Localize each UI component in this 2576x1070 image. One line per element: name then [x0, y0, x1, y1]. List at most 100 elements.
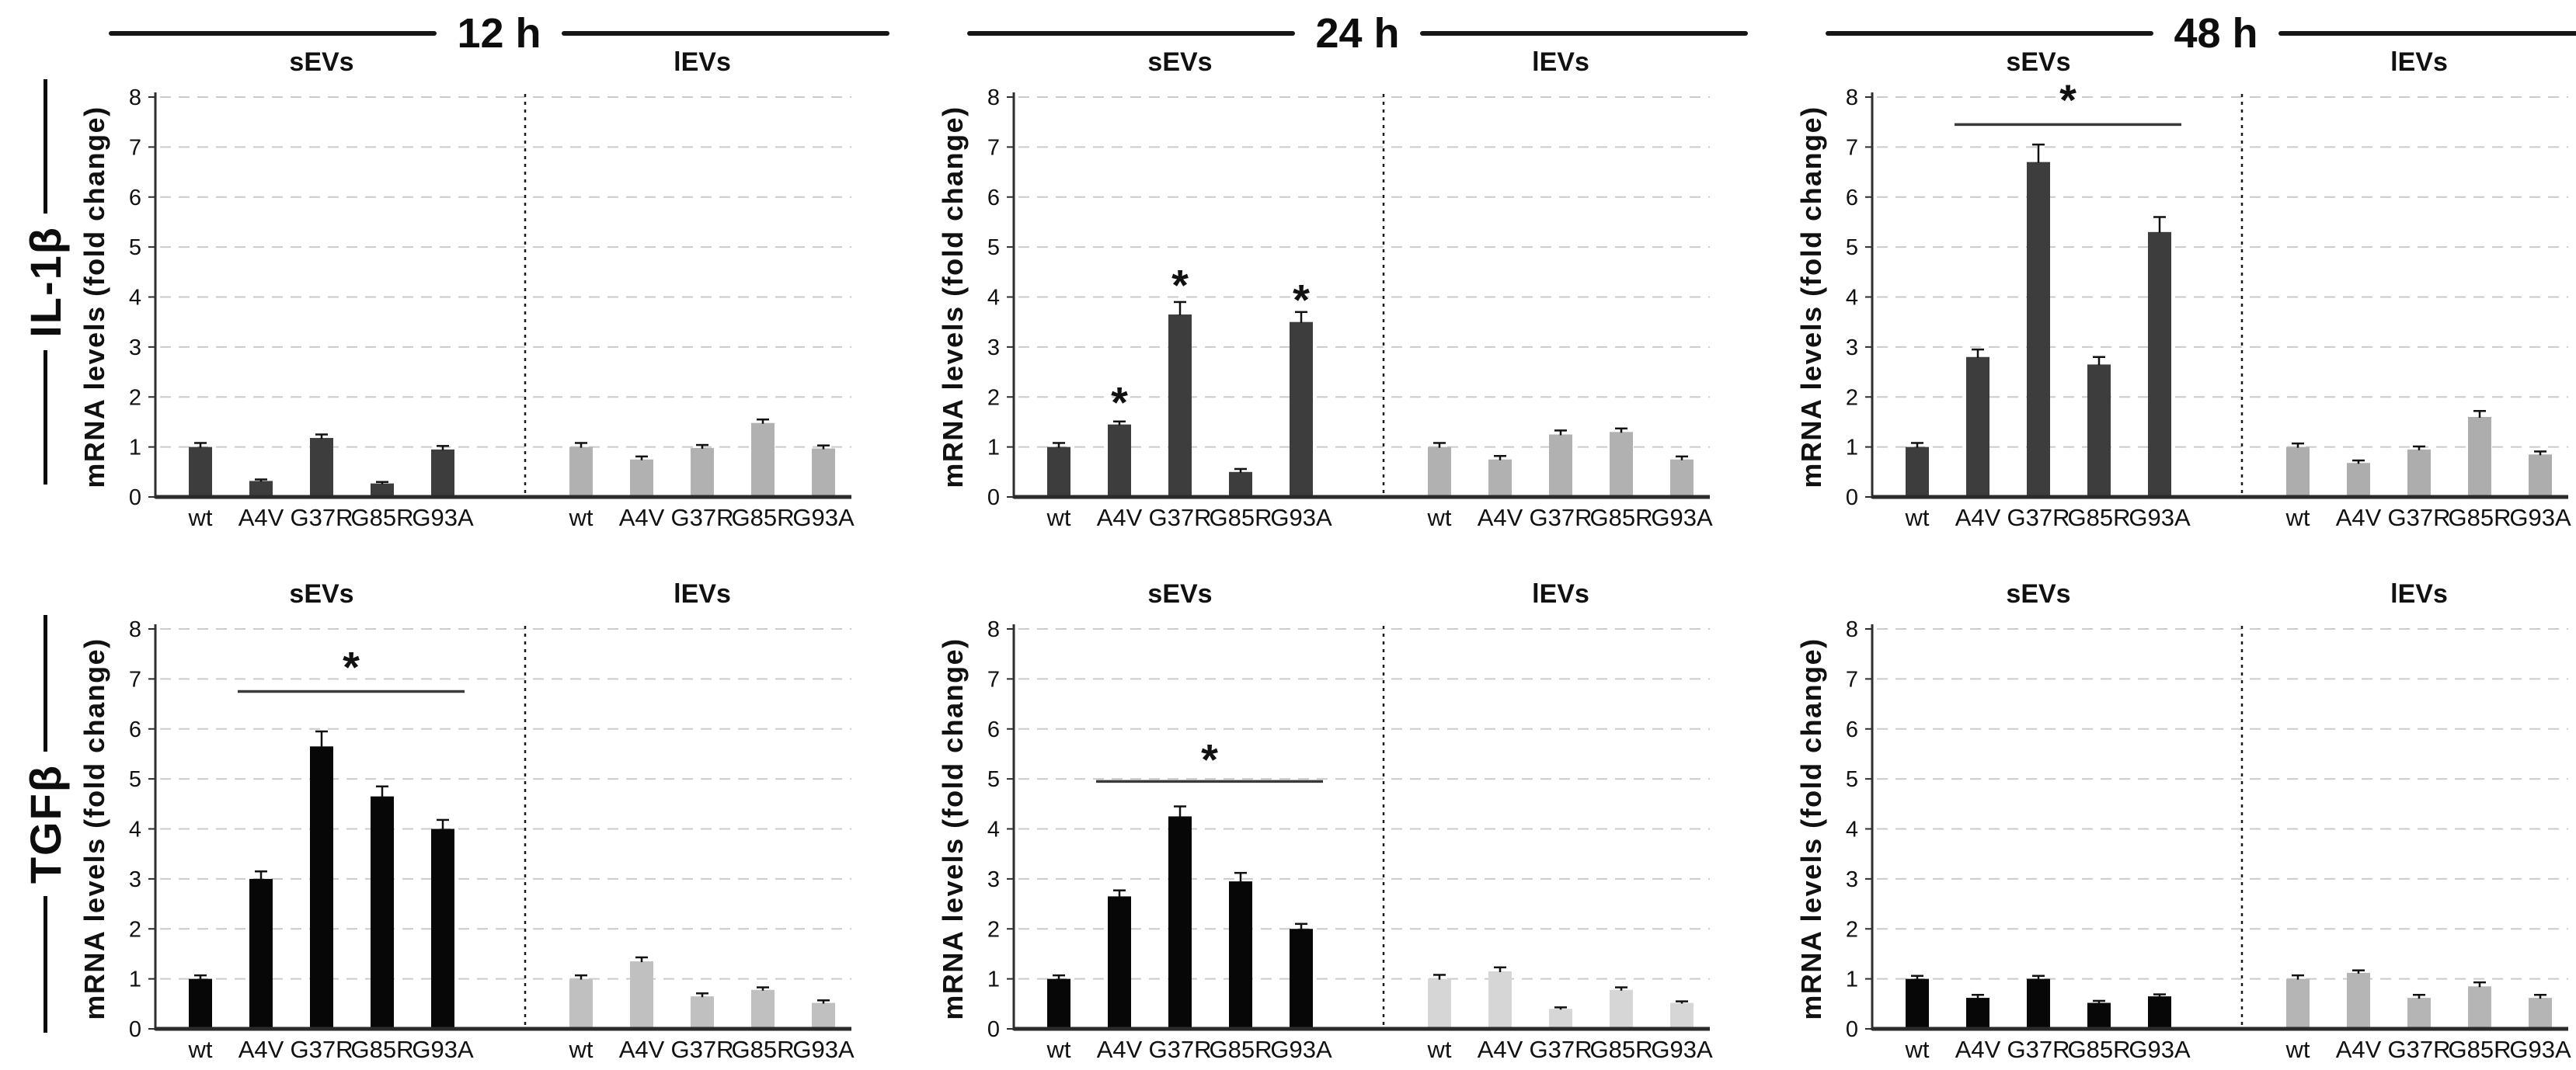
y-tick-label-0: 0: [987, 1017, 1000, 1042]
category-label-sEVs-G37R: G37R: [291, 504, 353, 531]
bar-lEVs-A4V: [630, 459, 653, 497]
column-header-label: 48 h: [2174, 10, 2258, 57]
y-tick-label-0: 0: [1846, 1017, 1858, 1042]
bar-lEVs-G85R: [2468, 417, 2491, 497]
bar-sEVs-G37R: [1168, 816, 1192, 1029]
bar-sEVs-G37R: [1168, 314, 1192, 497]
category-label-lEVs-A4V: A4V: [2336, 1036, 2382, 1063]
bar-sEVs-G37R: [310, 438, 333, 497]
bar-lEVs-G85R: [751, 989, 775, 1029]
y-tick-label-0: 0: [129, 1017, 141, 1042]
bar-sEVs-A4V: [1966, 998, 1989, 1029]
y-tick-label-6: 6: [987, 186, 1000, 210]
category-label-lEVs-G37R: G37R: [2388, 504, 2451, 531]
bar-lEVs-G85R: [1610, 989, 1633, 1029]
category-label-lEVs-wt: wt: [569, 504, 594, 531]
series-title-lEVs: lEVs: [2390, 47, 2448, 77]
row-label-il1b: IL-1β: [19, 79, 71, 485]
bar-sEVs-G37R: [310, 746, 333, 1029]
category-label-lEVs-G93A: G93A: [792, 1036, 855, 1063]
bar-lEVs-G37R: [691, 447, 714, 497]
category-label-lEVs-G37R: G37R: [1530, 1036, 1593, 1063]
bar-lEVs-A4V: [1488, 971, 1512, 1029]
bar-lEVs-wt: [1428, 978, 1451, 1029]
y-tick-label-3: 3: [987, 335, 1000, 360]
series-title-lEVs: lEVs: [2390, 579, 2448, 609]
series-title-lEVs: lEVs: [1532, 47, 1589, 77]
bar-sEVs-G37R: [2027, 162, 2050, 497]
series-title-sEVs: sEVs: [1147, 579, 1212, 609]
bar-sEVs-G93A: [2148, 231, 2171, 497]
y-tick-label-1: 1: [1846, 436, 1858, 460]
row-label-line-top: [43, 79, 47, 214]
y-tick-label-8: 8: [987, 617, 1000, 642]
column-header-label: 12 h: [457, 10, 541, 57]
y-tick-label-5: 5: [987, 235, 1000, 260]
bar-sEVs-G93A: [1290, 321, 1313, 497]
series-title-sEVs: sEVs: [289, 579, 353, 609]
category-label-lEVs-G85R: G85R: [732, 1036, 795, 1063]
y-axis-title: mRNA levels (fold change): [78, 106, 110, 488]
series-title-sEVs: sEVs: [2006, 47, 2070, 77]
chart-panel-TGFβ-24h: 0 1 2 3 4 5 6 7 8 mRNA levels (fold change) sEVs lE…: [937, 579, 1713, 1063]
series-title-lEVs: lEVs: [674, 47, 731, 77]
header-line-right: [1419, 31, 1748, 36]
category-label-sEVs-G85R: G85R: [2068, 504, 2131, 531]
y-axis-title: mRNA levels (fold change): [1795, 637, 1827, 1020]
y-tick-label-1: 1: [129, 968, 141, 992]
category-label-sEVs-G93A: G93A: [2129, 504, 2191, 531]
y-tick-label-6: 6: [987, 717, 1000, 742]
bar-sEVs-wt: [1047, 446, 1070, 497]
bar-lEVs-wt: [2286, 446, 2310, 497]
series-title-sEVs: sEVs: [289, 47, 353, 77]
y-tick-label-7: 7: [987, 667, 1000, 692]
bar-lEVs-wt: [569, 978, 593, 1029]
bar-lEVs-G37R: [1549, 1009, 1572, 1029]
category-label-lEVs-A4V: A4V: [1478, 504, 1523, 531]
bar-sEVs-G85R: [2087, 1002, 2111, 1029]
column-header-48h: 48 h: [1826, 10, 2576, 57]
y-tick-label-3: 3: [1846, 335, 1858, 360]
y-tick-label-8: 8: [987, 85, 1000, 110]
sig-bracket-star: *: [1201, 735, 1218, 783]
category-label-sEVs-G37R: G37R: [291, 1036, 353, 1063]
y-tick-label-2: 2: [129, 385, 141, 410]
category-label-sEVs-G85R: G85R: [351, 1036, 414, 1063]
bar-lEVs-G37R: [691, 996, 714, 1029]
category-label-lEVs-A4V: A4V: [619, 504, 665, 531]
bar-lEVs-G93A: [812, 1002, 835, 1029]
series-title-sEVs: sEVs: [2006, 579, 2070, 609]
category-label-sEVs-wt: wt: [1046, 1036, 1071, 1063]
category-label-lEVs-G85R: G85R: [732, 504, 795, 531]
y-tick-label-1: 1: [987, 436, 1000, 460]
bar-sEVs-G93A: [431, 829, 454, 1029]
bar-sEVs-wt: [1906, 978, 1929, 1029]
category-label-sEVs-G37R: G37R: [1149, 504, 1212, 531]
bar-sEVs-wt: [189, 446, 212, 497]
sig-bracket-star: *: [2059, 75, 2076, 124]
y-tick-label-6: 6: [1846, 186, 1858, 210]
bar-lEVs-G85R: [2468, 986, 2491, 1029]
category-label-sEVs-A4V: A4V: [1097, 504, 1143, 531]
y-tick-label-3: 3: [1846, 867, 1858, 892]
header-line-left: [967, 31, 1296, 36]
y-tick-label-4: 4: [987, 818, 1000, 842]
category-label-lEVs-G93A: G93A: [2509, 504, 2571, 531]
y-tick-label-4: 4: [1846, 818, 1858, 842]
series-title-lEVs: lEVs: [674, 579, 731, 609]
bar-lEVs-G85R: [751, 422, 775, 497]
y-tick-label-4: 4: [129, 818, 141, 842]
category-label-lEVs-A4V: A4V: [1478, 1036, 1523, 1063]
category-label-sEVs-G37R: G37R: [1149, 1036, 1212, 1063]
y-tick-label-3: 3: [987, 867, 1000, 892]
category-label-sEVs-A4V: A4V: [1955, 504, 2001, 531]
y-tick-label-3: 3: [129, 335, 141, 360]
y-tick-label-6: 6: [1846, 717, 1858, 742]
y-tick-label-2: 2: [1846, 917, 1858, 942]
category-label-sEVs-wt: wt: [188, 1036, 213, 1063]
category-label-sEVs-A4V: A4V: [238, 504, 284, 531]
category-label-sEVs-G37R: G37R: [2007, 504, 2070, 531]
chart-panel-TGFβ-12h: 0 1 2 3 4 5 6 7 8 mRNA levels (fold change) sEVs lE…: [78, 579, 855, 1063]
y-tick-label-2: 2: [987, 385, 1000, 410]
bar-lEVs-G93A: [2529, 454, 2552, 497]
